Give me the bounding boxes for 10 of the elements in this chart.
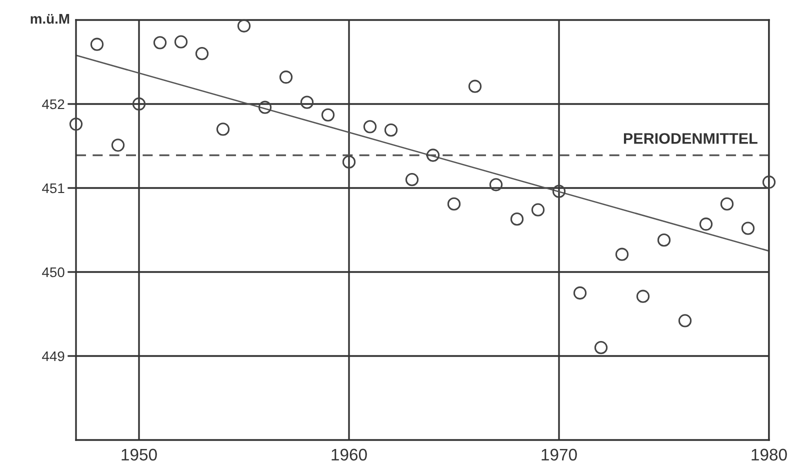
x-tick-label: 1980 (752, 448, 787, 461)
y-tick-label: 450 (42, 267, 64, 278)
ref-line-label: PERIODENMITTEL (624, 133, 758, 144)
x-tick-label: 1960 (332, 448, 367, 461)
x-tick-label: 1950 (122, 448, 157, 461)
y-tick-label: 449 (42, 351, 64, 362)
y-tick-label: 451 (42, 183, 64, 194)
y-axis-title: m.ü.M (30, 14, 70, 24)
y-tick-label: 452 (42, 99, 64, 110)
x-tick-label: 1970 (542, 448, 577, 461)
